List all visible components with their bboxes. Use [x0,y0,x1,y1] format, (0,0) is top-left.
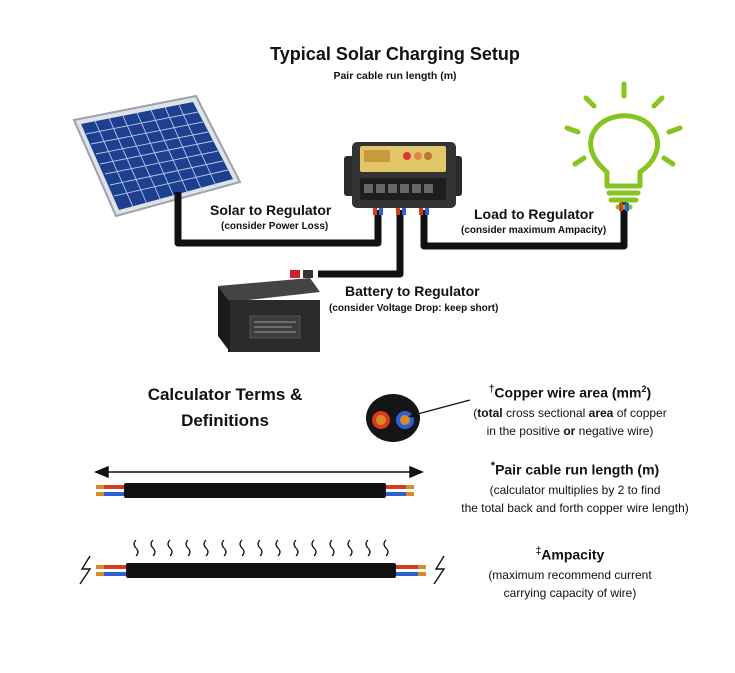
charge-regulator-icon [344,142,462,208]
battery-note: (consider Voltage Drop: keep short) [329,303,499,314]
double-dagger-mark: ‡ [535,546,542,557]
solar-cable [174,192,382,247]
pair-cable [96,483,414,498]
solar-note: (consider Power Loss) [221,221,329,232]
solar-panel-icon [72,94,242,218]
solar-label: Solar to Regulator [210,202,332,218]
definition-ampacity-text: (maximum recommend current carrying capa… [488,567,652,600]
double-arrow-icon [94,465,424,479]
lightning-icon [79,555,446,585]
calculator-heading-line1: Calculator Terms & [147,385,303,404]
load-label: Load to Regulator [474,206,594,222]
calculator-heading-line2: Definitions [181,411,269,430]
battery-icon [218,270,320,352]
asterisk-mark: * [490,460,496,472]
definition-area-title: †Copper wire area (mm2) [488,384,652,401]
ampacity-cable [96,563,426,578]
load-cable [420,202,628,250]
definition-run-text: (calculator multiplies by 2 to find the … [461,482,689,515]
definition-run-title: *Pair cable run length (m) [490,460,660,478]
definition-area-text: (total cross sectional area of copper in… [473,405,667,438]
dagger-mark: † [488,384,495,395]
page-subtitle: Pair cable run length (m) [333,70,457,82]
load-note: (consider maximum Ampacity) [461,225,607,236]
definition-area: †Copper wire area (mm2) (total cross sec… [450,384,690,440]
definition-ampacity-title: ‡Ampacity [535,546,605,563]
definition-ampacity: ‡Ampacity (maximum recommend current car… [460,546,680,602]
page-title: Typical Solar Charging Setup [270,44,520,64]
battery-cable [318,210,404,278]
calculator-heading: Calculator Terms & Definitions [130,382,320,434]
heat-wave-icon [133,539,389,557]
cable-cross-section-icon [366,394,471,442]
definition-run: *Pair cable run length (m) (calculator m… [440,460,710,517]
battery-label: Battery to Regulator [345,283,480,299]
light-bulb-icon [564,81,683,210]
